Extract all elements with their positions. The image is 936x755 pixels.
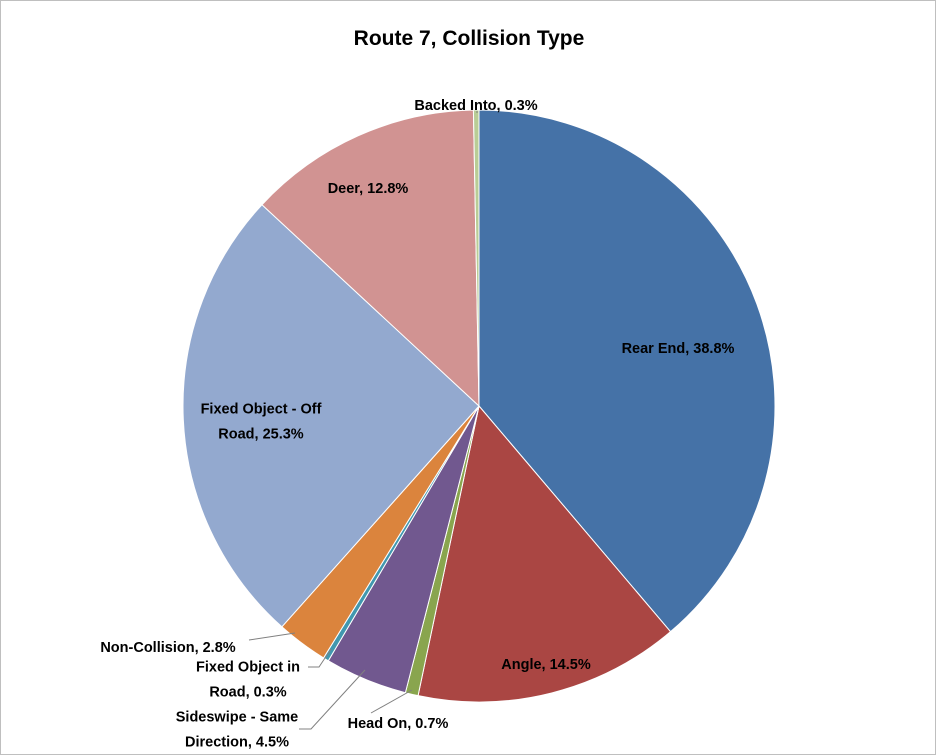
slice-labels: Rear End, 38.8% Angle, 14.5% Head On, 0.7%… xyxy=(100,98,734,751)
pie-slice-deer xyxy=(261,109,480,408)
data-label-line: Road, 0.3% xyxy=(209,685,286,701)
data-label: Fixed Object - Off Road, 25.3% xyxy=(201,402,322,443)
data-label: Rear End, 38.8% xyxy=(622,341,735,357)
pie-slice-angle xyxy=(417,404,672,703)
data-label: Sideswipe - Same Direction, 4.5% xyxy=(176,710,299,751)
leader-lines xyxy=(248,111,478,730)
data-label: Deer, 12.8% xyxy=(328,181,409,197)
data-label-line: Road, 25.3% xyxy=(218,427,304,443)
data-label: Head On, 0.7% xyxy=(348,716,449,732)
data-label-line: Head On, 0.7% xyxy=(348,716,449,732)
data-label: Angle, 14.5% xyxy=(501,657,591,673)
data-label-line: Fixed Object in xyxy=(196,660,300,676)
leader-line xyxy=(308,648,332,668)
data-label-line: Deer, 12.8% xyxy=(328,181,409,197)
leader-line xyxy=(248,632,296,641)
data-label: Non-Collision, 2.8% xyxy=(100,640,235,656)
data-label-line: Sideswipe - Same xyxy=(176,710,299,726)
leader-line xyxy=(370,689,413,714)
leader-line xyxy=(299,669,366,730)
data-label-line: Direction, 4.5% xyxy=(185,735,289,751)
pie-slice-fixed-object-off-road xyxy=(182,204,480,628)
data-label-line: Non-Collision, 2.8% xyxy=(100,640,235,656)
pie-slices xyxy=(182,109,776,703)
data-label-line: Rear End, 38.8% xyxy=(622,341,735,357)
chart-title: Route 7, Collision Type xyxy=(353,27,585,50)
pie-slice-rear-end xyxy=(478,109,776,633)
data-label: Backed Into, 0.3% xyxy=(414,98,537,114)
data-label: Fixed Object in Road, 0.3% xyxy=(196,660,300,701)
data-label-line: Fixed Object - Off xyxy=(201,402,322,418)
data-label-line: Angle, 14.5% xyxy=(501,657,591,673)
pie-slice-backed-into xyxy=(472,109,480,407)
data-label-line: Backed Into, 0.3% xyxy=(414,98,537,114)
